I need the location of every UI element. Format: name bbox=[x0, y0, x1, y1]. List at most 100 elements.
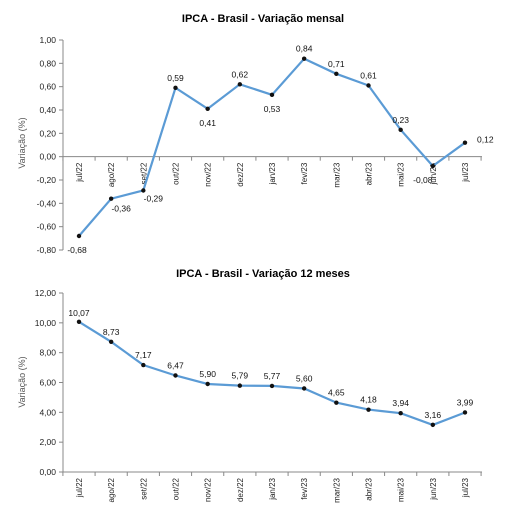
chart-12m-x-tick-label: ago/22 bbox=[107, 477, 116, 502]
chart-monthly-data-point bbox=[398, 127, 403, 133]
chart-monthly-x-tick-label: abr/23 bbox=[365, 162, 374, 185]
chart-monthly-data-point bbox=[205, 106, 210, 112]
chart-12m-data-label: 4,65 bbox=[328, 388, 345, 398]
chart-monthly-data-point bbox=[76, 233, 82, 239]
chart-12-month-variation: IPCA - Brasil - Variação 12 meses Variaç… bbox=[17, 268, 482, 503]
chart-12m-y-tick-label: 8,00 bbox=[39, 348, 56, 358]
chart-monthly-y-tick-label: -0,60 bbox=[37, 222, 57, 232]
chart-monthly-title: IPCA - Brasil - Variação mensal bbox=[182, 13, 344, 25]
chart-monthly-x-tick-label: mar/23 bbox=[332, 162, 341, 187]
chart-monthly-y-tick-label: -0,80 bbox=[37, 245, 57, 255]
chart-monthly-x-tick-label: mai/23 bbox=[397, 162, 406, 187]
chart-12m-data-label: 6,47 bbox=[167, 360, 184, 370]
chart-monthly-data-label: 0,61 bbox=[360, 71, 377, 81]
chart-12m-data-label: 5,79 bbox=[232, 371, 249, 381]
chart-12m-data-point bbox=[141, 362, 146, 368]
chart-monthly-x-tick-label: jul/23 bbox=[461, 162, 470, 183]
chart-12m-x-tick-label: fev/23 bbox=[300, 477, 309, 499]
chart-monthly-x-tick-label: jan/23 bbox=[268, 162, 277, 185]
chart-monthly-data-point bbox=[430, 163, 436, 169]
chart-12m-y-tick-label: 2,00 bbox=[39, 437, 56, 447]
chart-12m-x-tick-label: out/22 bbox=[172, 477, 181, 500]
chart-monthly-data-point bbox=[366, 83, 371, 88]
chart-monthly-variation: IPCA - Brasil - Variação mensal Variação… bbox=[17, 13, 494, 255]
chart-monthly-series-line bbox=[78, 57, 466, 237]
chart-12m-data-point bbox=[462, 410, 468, 415]
chart-12m-title: IPCA - Brasil - Variação 12 meses bbox=[176, 268, 350, 280]
chart-12m-x-tick-label: jul/23 bbox=[461, 477, 470, 498]
chart-monthly-data-point bbox=[237, 82, 243, 87]
chart-12m-x-tick-label: set/22 bbox=[139, 477, 148, 499]
chart-12m-y-axis-label: Variação (%) bbox=[17, 356, 27, 407]
chart-monthly-data-point bbox=[269, 92, 275, 98]
chart-monthly-data-point bbox=[301, 56, 307, 61]
chart-monthly-y-tick-label: -0,20 bbox=[37, 175, 57, 185]
chart-12m-data-label: 5,90 bbox=[199, 369, 216, 379]
chart-monthly-y-tick-label: 1,00 bbox=[39, 35, 56, 45]
chart-12m-x-tick-label: jul/22 bbox=[75, 477, 84, 498]
chart-monthly-x-tick-label: jul/22 bbox=[75, 162, 84, 183]
chart-12m-data-point bbox=[108, 339, 114, 344]
chart-monthly-data-label: -0,08 bbox=[413, 175, 433, 185]
chart-12m-data-point bbox=[237, 383, 243, 388]
chart-12m-data-point bbox=[205, 381, 210, 387]
chart-monthly-data-point bbox=[108, 196, 114, 201]
chart-12m-y-tick-label: 12,00 bbox=[35, 288, 57, 298]
chart-12m-data-label: 3,16 bbox=[425, 410, 442, 420]
chart-monthly-y-tick-label: -0,40 bbox=[37, 198, 57, 208]
chart-12m-x-tick-label: abr/23 bbox=[365, 477, 374, 500]
chart-12m-data-point bbox=[301, 386, 307, 391]
chart-12m-y-tick-label: 4,00 bbox=[39, 407, 56, 417]
chart-monthly-data-point bbox=[173, 85, 178, 91]
chart-monthly-data-label: 0,12 bbox=[477, 135, 494, 145]
chart-monthly-x-tick-label: ago/22 bbox=[107, 162, 116, 187]
chart-12m-data-label: 8,73 bbox=[103, 327, 120, 337]
chart-monthly-data-label: 0,53 bbox=[264, 104, 281, 114]
chart-12m-data-label: 5,60 bbox=[296, 373, 313, 383]
chart-monthly-x-tick-label: dez/22 bbox=[236, 162, 245, 187]
chart-12m-data-point bbox=[398, 411, 403, 416]
chart-monthly-data-point bbox=[141, 188, 146, 193]
chart-monthly-x-tick-label: set/22 bbox=[139, 162, 148, 184]
chart-monthly-data-label: 0,59 bbox=[167, 73, 184, 83]
chart-monthly-data-label: -0,36 bbox=[111, 204, 131, 214]
chart-monthly-x-tick-label: out/22 bbox=[172, 162, 181, 185]
chart-12m-x-tick-label: nov/22 bbox=[204, 477, 213, 502]
chart-monthly-y-tick-label: 0,00 bbox=[39, 152, 56, 162]
chart-12m-data-label: 7,17 bbox=[135, 350, 152, 360]
chart-12m-data-point bbox=[334, 400, 339, 405]
chart-12m-y-tick-label: 10,00 bbox=[35, 318, 57, 328]
chart-12m-data-label: 3,99 bbox=[457, 397, 474, 407]
chart-12m-data-label: 5,77 bbox=[264, 371, 281, 381]
chart-monthly-data-point bbox=[462, 140, 468, 145]
chart-12m-data-point bbox=[366, 407, 371, 412]
chart-monthly-x-tick-label: nov/22 bbox=[204, 162, 213, 187]
chart-12m-data-label: 3,94 bbox=[392, 398, 409, 408]
chart-12m-data-point bbox=[173, 373, 178, 378]
chart-12m-x-tick-label: jun/23 bbox=[429, 477, 438, 500]
chart-monthly-y-tick-label: 0,20 bbox=[39, 128, 56, 138]
chart-monthly-y-axis-label: Variação (%) bbox=[17, 117, 27, 168]
chart-monthly-data-label: 0,41 bbox=[199, 118, 216, 128]
chart-12m-y-tick-label: 0,00 bbox=[39, 467, 56, 477]
chart-12m-data-point bbox=[76, 319, 82, 324]
chart-monthly-x-tick-label: fev/23 bbox=[300, 162, 309, 184]
chart-monthly-data-label: 0,84 bbox=[296, 44, 313, 54]
chart-12m-data-point bbox=[430, 422, 436, 428]
chart-monthly-data-label: 0,62 bbox=[232, 69, 249, 79]
chart-monthly-data-label: -0,29 bbox=[144, 194, 164, 204]
chart-monthly-data-point bbox=[334, 71, 339, 77]
chart-12m-x-tick-label: dez/22 bbox=[236, 477, 245, 502]
chart-12m-y-tick-label: 6,00 bbox=[39, 378, 56, 388]
chart-monthly-data-label: 0,23 bbox=[392, 115, 409, 125]
chart-monthly-y-tick-label: 0,80 bbox=[39, 58, 56, 68]
chart-12m-data-label: 10,07 bbox=[68, 308, 90, 318]
chart-12m-data-point bbox=[269, 383, 275, 389]
chart-monthly-data-label: -0,68 bbox=[67, 245, 87, 255]
chart-12m-x-tick-label: mar/23 bbox=[332, 477, 341, 502]
chart-12m-data-label: 4,18 bbox=[360, 395, 377, 405]
chart-12m-x-tick-label: mai/23 bbox=[397, 477, 406, 502]
chart-monthly-x-tick-label: jun/23 bbox=[429, 162, 438, 185]
chart-12m-x-tick-label: jan/23 bbox=[268, 477, 277, 500]
